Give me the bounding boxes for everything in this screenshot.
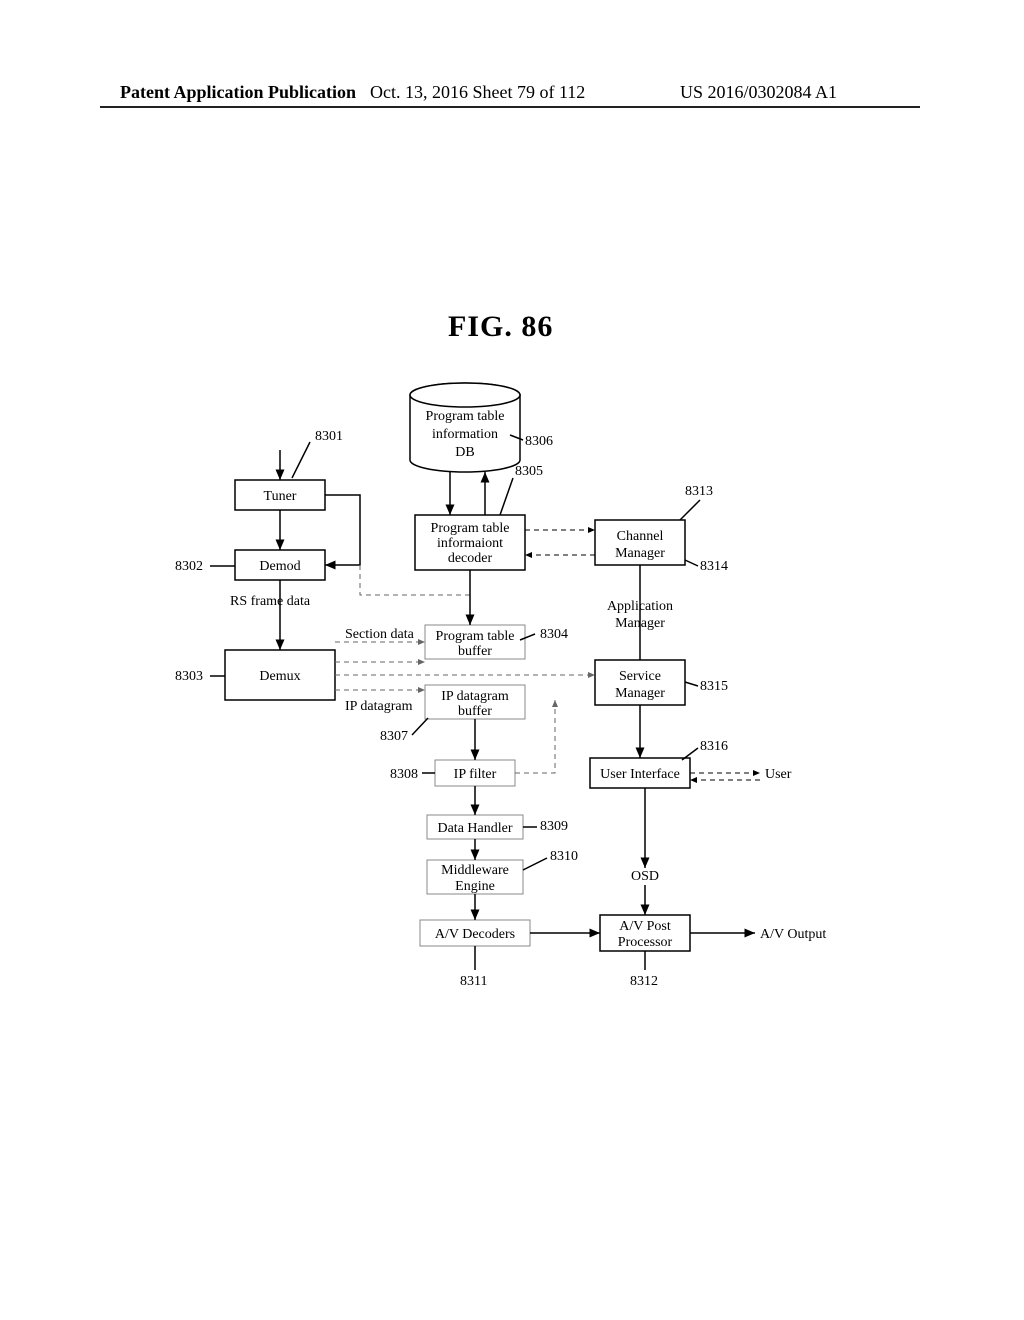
pt-buf-l1: Program table [436, 629, 515, 644]
ref-8311: 8311 [460, 974, 487, 989]
ref-8313: 8313 [685, 484, 713, 499]
ch-mgr-l1: Channel [617, 529, 664, 544]
ref-8302: 8302 [175, 559, 203, 574]
ip-buf-l1: IP datagram [441, 689, 509, 704]
header-mid: Oct. 13, 2016 Sheet 79 of 112 [370, 82, 585, 103]
ip-filter-label: IP filter [454, 767, 497, 782]
header-right: US 2016/0302084 A1 [680, 82, 837, 103]
data-handler-label: Data Handler [437, 821, 512, 836]
program-table-db: Program table information DB [410, 383, 520, 472]
pt-db-l1: Program table [426, 409, 505, 424]
demux-block: Demux [225, 650, 335, 700]
ip-buf-l2: buffer [458, 704, 492, 719]
ref-8307: 8307 [380, 729, 408, 744]
section-data-label: Section data [345, 627, 415, 642]
service-manager-block: Service Manager [595, 660, 685, 705]
pt-decoder-block: Program table informaiont decoder [415, 515, 525, 570]
pt-dec-l3: decoder [448, 551, 493, 566]
ref-8305: 8305 [515, 464, 543, 479]
ref-8310: 8310 [550, 849, 578, 864]
ref-8309: 8309 [540, 819, 568, 834]
svc-mgr-l2: Manager [615, 686, 665, 701]
channel-manager-block: Channel Manager [595, 520, 685, 565]
user-interface-block: User Interface [590, 758, 690, 788]
avpp-l1: A/V Post [619, 919, 671, 934]
page: Patent Application Publication Oct. 13, … [0, 0, 1024, 1320]
ref-8315: 8315 [700, 679, 728, 694]
tuner-block: Tuner [235, 480, 325, 510]
pt-dec-l2: informaiont [437, 536, 503, 551]
ref-8316: 8316 [700, 739, 728, 754]
pt-buffer-block: Program table buffer [425, 625, 525, 659]
pt-db-l3: DB [455, 445, 474, 460]
ref-8312: 8312 [630, 974, 658, 989]
mw-l2: Engine [455, 879, 495, 894]
ip-filter-block: IP filter [435, 760, 515, 786]
page-header: Patent Application Publication Oct. 13, … [0, 82, 1024, 106]
demod-label: Demod [259, 559, 300, 574]
av-post-processor-block: A/V Post Processor [600, 915, 690, 951]
rs-frame-label: RS frame data [230, 594, 311, 609]
mw-l1: Middleware [441, 863, 509, 878]
demux-label: Demux [259, 669, 300, 684]
avpp-l2: Processor [618, 935, 673, 950]
tuner-label: Tuner [264, 489, 297, 504]
ref-8303: 8303 [175, 669, 203, 684]
block-diagram: Program table information DB Tuner Demod… [100, 380, 920, 1020]
data-handler-block: Data Handler [427, 815, 523, 839]
av-decoders-block: A/V Decoders [420, 920, 530, 946]
ref-8301: 8301 [315, 429, 343, 444]
av-dec-label: A/V Decoders [435, 927, 515, 942]
user-label: User [765, 767, 792, 782]
ref-8306: 8306 [525, 434, 553, 449]
header-rule [100, 106, 920, 108]
pt-buf-l2: buffer [458, 644, 492, 659]
svc-mgr-l1: Service [619, 669, 661, 684]
ref-8308: 8308 [390, 767, 418, 782]
ch-mgr-l2: Manager [615, 546, 665, 561]
figure-title: FIG. 86 [448, 310, 553, 344]
pt-dec-l1: Program table [431, 521, 510, 536]
demod-block: Demod [235, 550, 325, 580]
ip-buffer-block: IP datagram buffer [425, 685, 525, 719]
osd-label: OSD [631, 869, 659, 884]
ref-8304: 8304 [540, 627, 568, 642]
middleware-block: Middleware Engine [427, 860, 523, 894]
ref-8314: 8314 [700, 559, 728, 574]
ui-label: User Interface [600, 767, 680, 782]
av-output-label: A/V Output [760, 927, 826, 942]
header-left: Patent Application Publication [120, 82, 356, 103]
ip-datagram-label: IP datagram [345, 699, 413, 714]
pt-db-l2: information [432, 427, 498, 442]
